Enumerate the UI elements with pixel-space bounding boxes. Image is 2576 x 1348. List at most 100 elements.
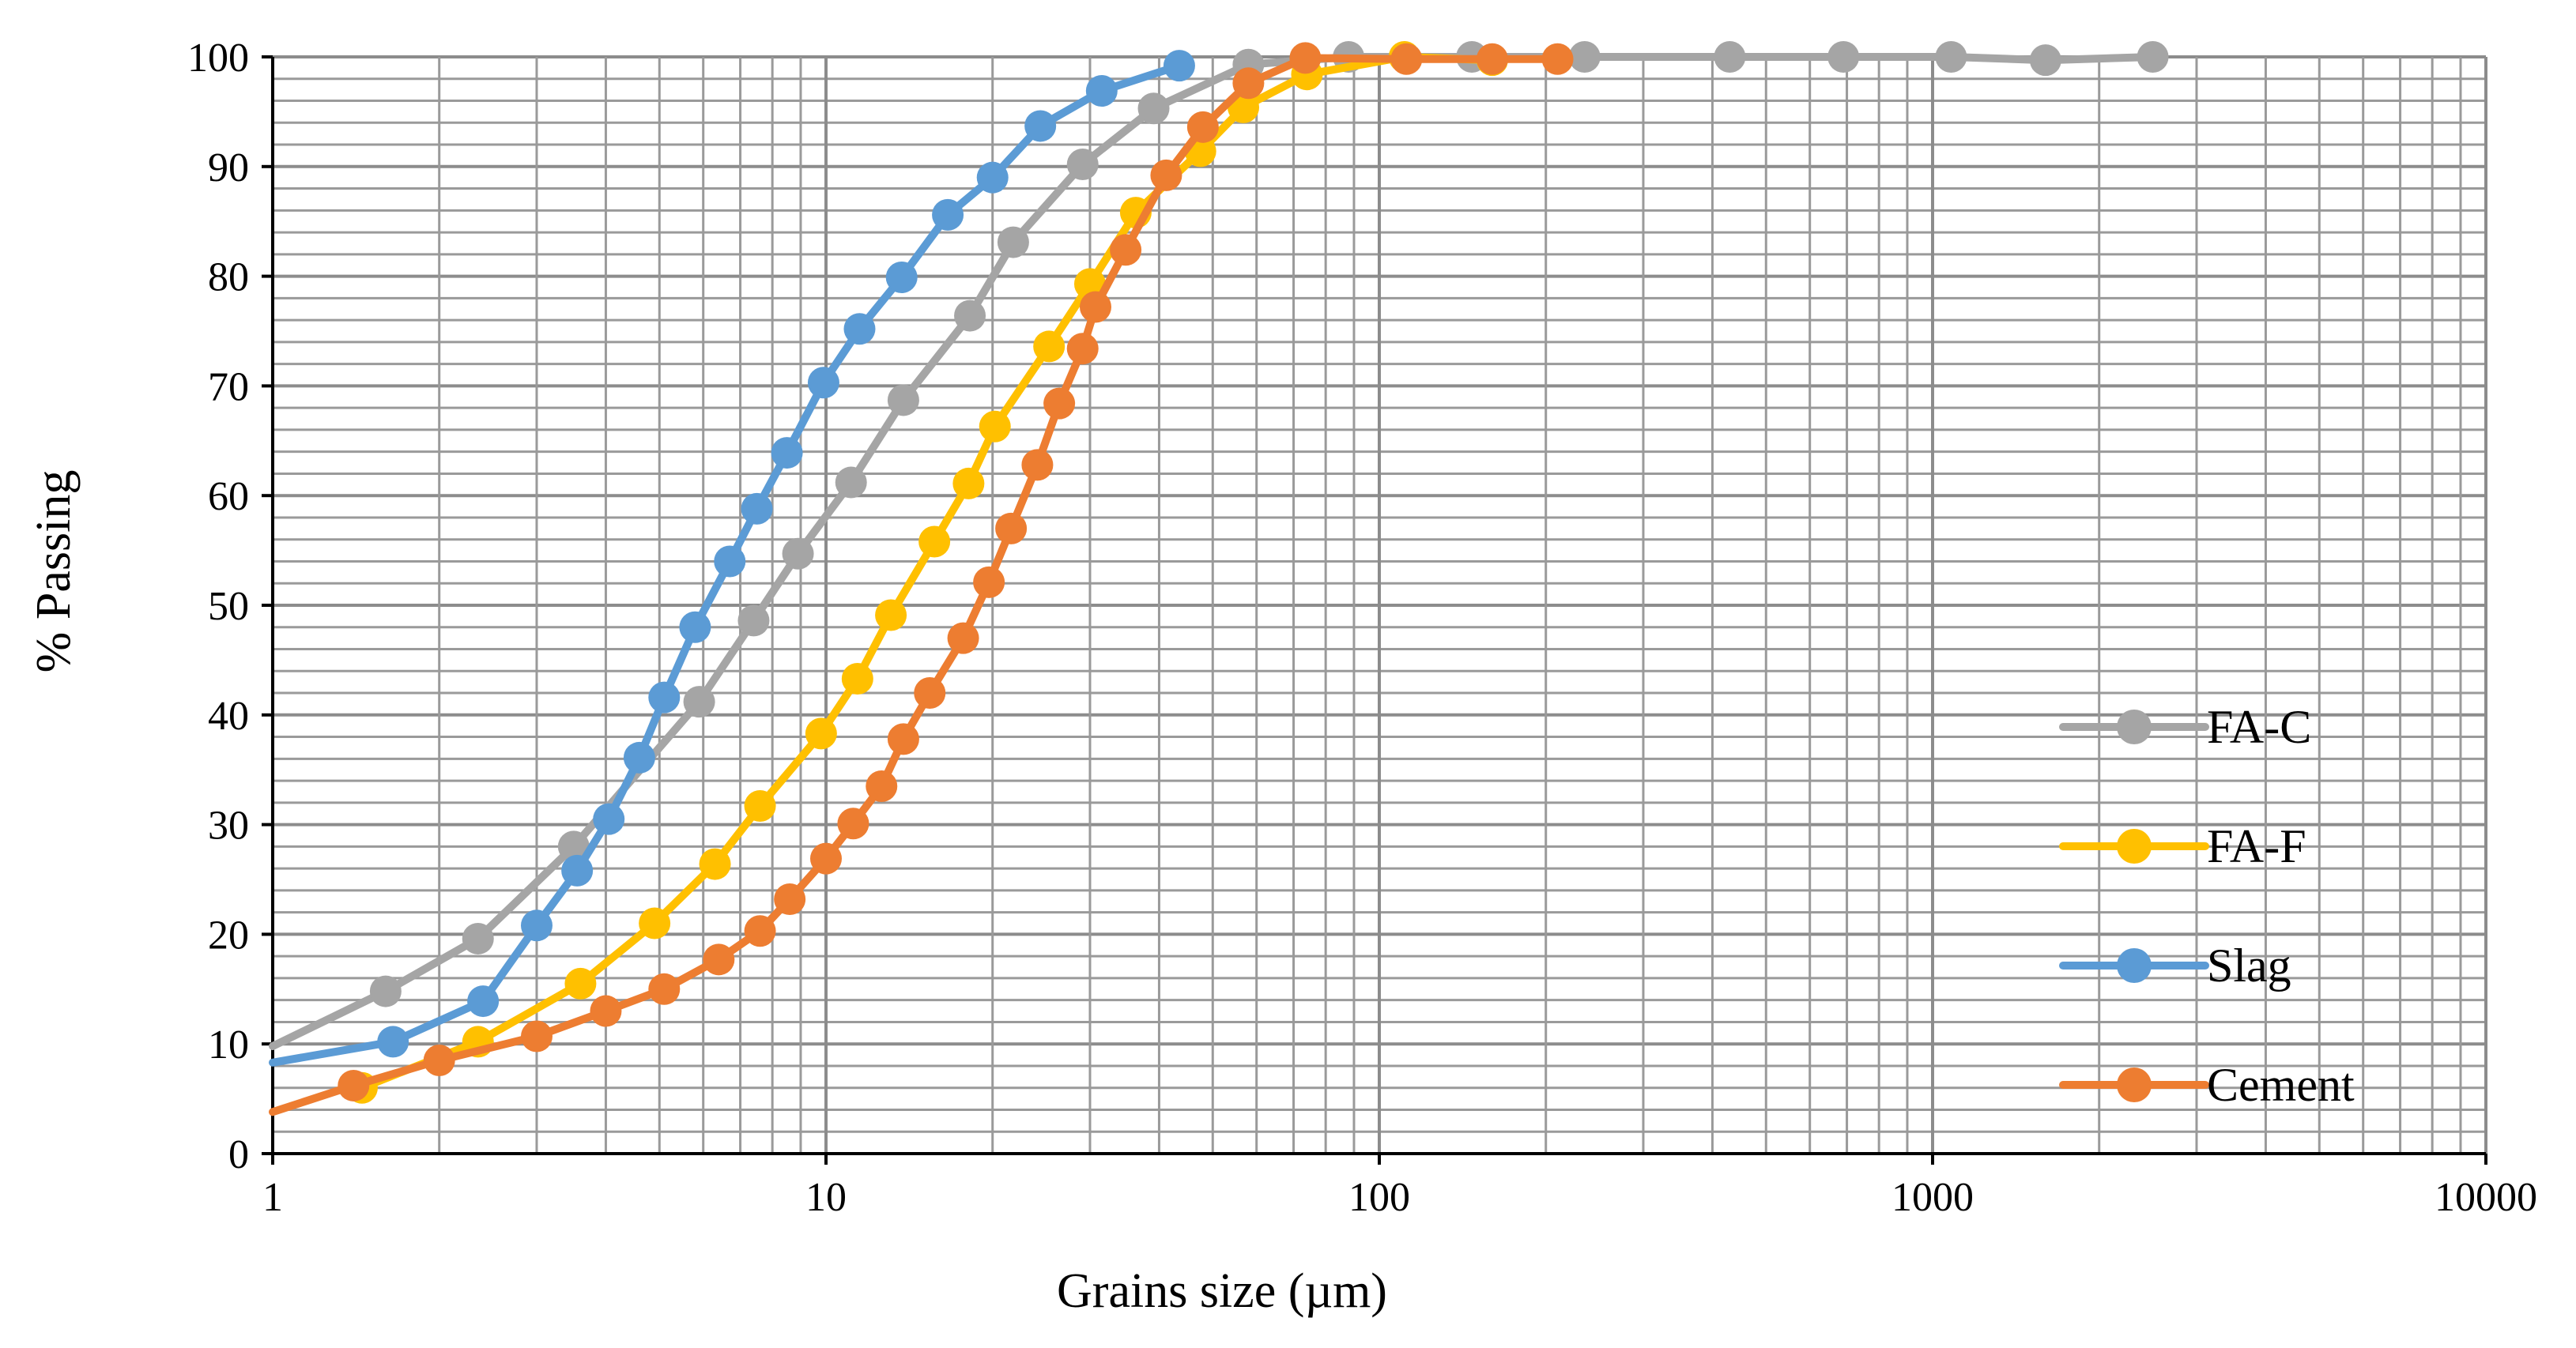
series-line-cement [269,54,1562,1116]
data-point-fa-c [683,686,715,718]
data-point-cement [1150,159,1182,191]
legend-marker-fa-f [2117,829,2152,864]
series-cement [269,42,1574,1116]
data-point-slag [561,854,594,887]
data-point-slag [467,985,500,1018]
data-point-fa-f [918,525,951,558]
y-tick-label: 10 [208,1022,249,1067]
y-tick-label: 20 [208,913,249,958]
data-point-cement [1541,43,1574,75]
data-point-fa-c [835,466,867,499]
data-point-fa-c [997,226,1029,258]
data-point-slag [1163,50,1195,82]
data-point-cement [1079,291,1111,323]
data-point-cement [995,512,1028,544]
data-point-cement [703,943,735,976]
x-tick-label: 1 [262,1175,283,1220]
data-point-cement [744,915,776,947]
series-layer [269,41,2169,1116]
data-point-cement [1232,67,1265,100]
data-point-slag [843,313,876,345]
legend-label-fa-c: FA-C [2207,701,2311,753]
data-point-fa-c [462,922,494,955]
y-tick-label: 40 [208,694,249,739]
data-point-fa-c [1066,149,1099,181]
data-point-fa-c [782,537,814,570]
data-point-cement [1289,42,1322,74]
legend-marker-cement [2117,1067,2152,1102]
x-tick-label: 10000 [2435,1175,2537,1220]
grid-lines [271,55,2487,1155]
data-point-slag [932,198,964,231]
legend-marker-slag [2117,948,2152,983]
data-point-fa-f [875,599,907,631]
data-point-slag [976,161,1009,194]
data-point-slag [520,909,553,942]
x-tick-label: 1000 [1891,1175,1974,1220]
data-point-cement [947,622,979,654]
data-point-fa-c [737,604,770,637]
data-point-cement [423,1045,455,1077]
y-tick-label: 30 [208,804,249,849]
data-point-cement [338,1069,370,1101]
data-point-fa-f [805,717,837,750]
data-point-cement [973,566,1005,598]
data-point-cement [837,808,869,840]
x-tick-label: 10 [805,1175,847,1220]
data-point-slag [648,681,681,714]
data-point-cement [914,677,946,710]
legend-label-cement: Cement [2207,1059,2355,1111]
data-point-fa-c [1137,92,1170,125]
data-point-fa-f [1033,330,1065,363]
data-point-fa-c [887,384,919,416]
legend-item-cement: Cement [2059,1059,2355,1111]
data-point-fa-f [841,662,873,695]
data-point-slag [623,741,655,774]
data-point-fa-f [564,967,597,1000]
data-point-cement [1021,449,1054,481]
data-point-fa-c [2029,44,2061,77]
data-point-fa-f [744,790,776,823]
data-point-slag [714,545,746,578]
legend-item-slag: Slag [2059,939,2291,992]
data-point-cement [590,995,622,1027]
y-tick-label: 90 [208,145,249,190]
data-point-cement [887,723,919,755]
data-point-cement [1110,234,1142,266]
data-point-fa-c [2137,41,2169,73]
legend: FA-C FA-F Slag Cement [2059,701,2355,1111]
series-slag [269,50,1195,1067]
data-point-fa-c [1714,41,1746,73]
legend-label-slag: Slag [2207,939,2291,992]
x-tick-label: 100 [1348,1175,1410,1220]
data-point-cement [1476,43,1508,75]
data-point-fa-c [369,975,402,1007]
legend-label-fa-f: FA-F [2207,820,2306,872]
y-axis-title: % Passing [27,470,81,673]
y-tick-label: 50 [208,584,249,629]
data-point-fa-c [1568,41,1601,73]
x-axis-title: Grains size (µm) [1057,1264,1387,1318]
data-point-cement [866,770,898,803]
data-point-cement [1066,333,1099,365]
series-line-fa-c [269,53,2157,1050]
data-point-fa-f [639,907,671,939]
data-point-slag [593,803,625,835]
data-point-cement [520,1020,553,1052]
legend-marker-fa-c [2117,710,2152,744]
data-point-fa-c [954,299,986,332]
data-point-slag [885,261,918,293]
tick-labels: 1 10 100 1000 10000 0 10 20 30 40 50 60 70 80 90 100 [187,36,2537,1220]
data-point-cement [648,973,681,1005]
data-point-fa-f [952,467,985,499]
data-point-slag [741,492,773,525]
data-point-slag [807,367,839,399]
y-tick-label: 70 [208,364,249,409]
data-point-fa-c [1935,41,1967,73]
data-point-slag [1024,110,1057,142]
data-point-fa-f [979,410,1011,442]
data-point-fa-f [699,848,731,880]
series-fa-c [269,41,2169,1050]
